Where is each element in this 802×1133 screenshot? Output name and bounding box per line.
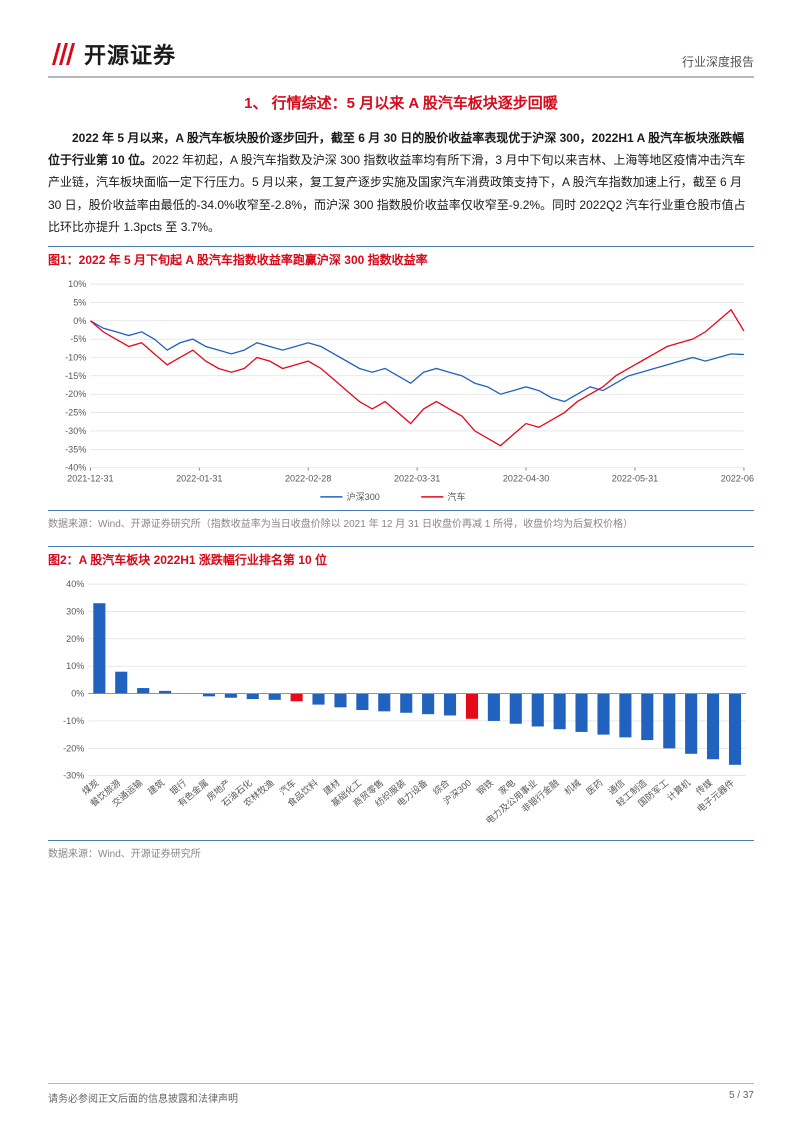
svg-text:30%: 30%: [66, 606, 84, 616]
fig1-title: 图1：2022 年 5 月下旬起 A 股汽车指数收益率跑赢沪深 300 指数收益…: [48, 246, 754, 272]
svg-text:2022-04-30: 2022-04-30: [503, 474, 549, 484]
footer-page: 5 / 37: [729, 1090, 754, 1105]
svg-text:-20%: -20%: [65, 389, 86, 399]
svg-text:0%: 0%: [73, 316, 86, 326]
section-title: 1、 行情综述：5 月以来 A 股汽车板块逐步回暖: [48, 92, 754, 113]
svg-text:-25%: -25%: [65, 408, 86, 418]
footer-disclaimer: 请务必参阅正文后面的信息披露和法律声明: [48, 1090, 238, 1105]
svg-text:钢铁: 钢铁: [474, 777, 495, 797]
para-body: 2022 年初起，A 股汽车指数及沪深 300 指数收益率均有所下滑，3 月中下…: [48, 153, 745, 234]
svg-text:40%: 40%: [66, 579, 84, 589]
fig2-chart: -30%-20%-10%0%10%20%30%40%煤炭餐饮旅游交通运输建筑银行…: [48, 572, 754, 841]
svg-text:2021-12-31: 2021-12-31: [67, 474, 113, 484]
page-footer: 请务必参阅正文后面的信息披露和法律声明 5 / 37: [48, 1083, 754, 1105]
page-header: 开源证券 行业深度报告: [48, 38, 754, 78]
svg-text:2022-06-30: 2022-06-30: [721, 474, 754, 484]
svg-text:-30%: -30%: [65, 426, 86, 436]
svg-text:-40%: -40%: [65, 463, 86, 473]
svg-text:-20%: -20%: [63, 743, 84, 753]
fig2-title: 图2：A 股汽车板块 2022H1 涨跌幅行业排名第 10 位: [48, 546, 754, 572]
report-type: 行业深度报告: [682, 53, 754, 70]
svg-text:汽车: 汽车: [447, 491, 465, 502]
svg-text:2022-05-31: 2022-05-31: [612, 474, 658, 484]
fig1-source: 数据来源：Wind、开源证券研究所（指数收益率为当日收盘价除以 2021 年 1…: [48, 515, 754, 530]
svg-text:20%: 20%: [66, 634, 84, 644]
svg-text:沪深300: 沪深300: [347, 491, 380, 502]
svg-text:-10%: -10%: [65, 352, 86, 362]
logo-text: 开源证券: [84, 38, 176, 70]
svg-text:2022-03-31: 2022-03-31: [394, 474, 440, 484]
svg-text:-10%: -10%: [63, 716, 84, 726]
fig1-chart: -40% -35% -30% -25% -20% -15% -10% -5% 0% 5% 10% 20…: [48, 272, 754, 511]
svg-text:-30%: -30%: [63, 771, 84, 781]
svg-text:医药: 医药: [584, 778, 604, 797]
svg-text:10%: 10%: [68, 279, 86, 289]
svg-text:机械: 机械: [562, 777, 583, 797]
line-chart: -40% -35% -30% -25% -20% -15% -10% -5% 0% 5% 10% 20…: [48, 276, 754, 508]
intro-paragraph: 2022 年 5 月以来，A 股汽车板块股价逐步回升，截至 6 月 30 日的股…: [48, 127, 754, 238]
fig2-source: 数据来源：Wind、开源证券研究所: [48, 845, 754, 860]
svg-text:10%: 10%: [66, 661, 84, 671]
logo: 开源证券: [48, 38, 176, 70]
bar-chart: -30%-20%-10%0%10%20%30%40%煤炭餐饮旅游交通运输建筑银行…: [48, 576, 754, 838]
svg-text:计算机: 计算机: [664, 777, 692, 803]
svg-text:建筑: 建筑: [145, 777, 166, 797]
svg-text:-15%: -15%: [65, 371, 86, 381]
svg-text:-35%: -35%: [65, 444, 86, 454]
svg-text:5%: 5%: [73, 297, 86, 307]
logo-icon: [48, 39, 78, 69]
svg-text:0%: 0%: [71, 688, 84, 698]
svg-text:-5%: -5%: [70, 334, 86, 344]
svg-text:2022-02-28: 2022-02-28: [285, 474, 331, 484]
svg-text:2022-01-31: 2022-01-31: [176, 474, 222, 484]
